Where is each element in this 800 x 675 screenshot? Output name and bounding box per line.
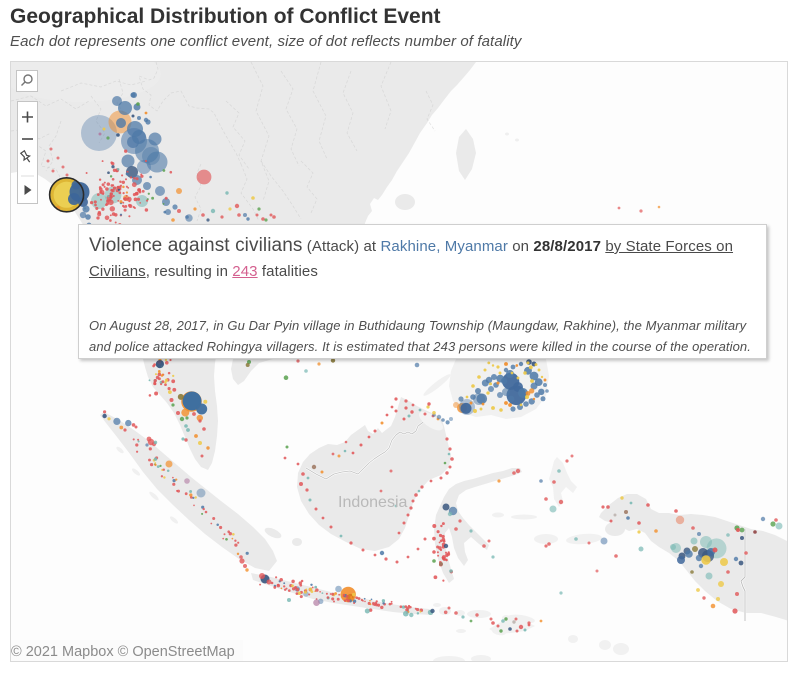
svg-text:Indonesia: Indonesia — [338, 494, 407, 511]
